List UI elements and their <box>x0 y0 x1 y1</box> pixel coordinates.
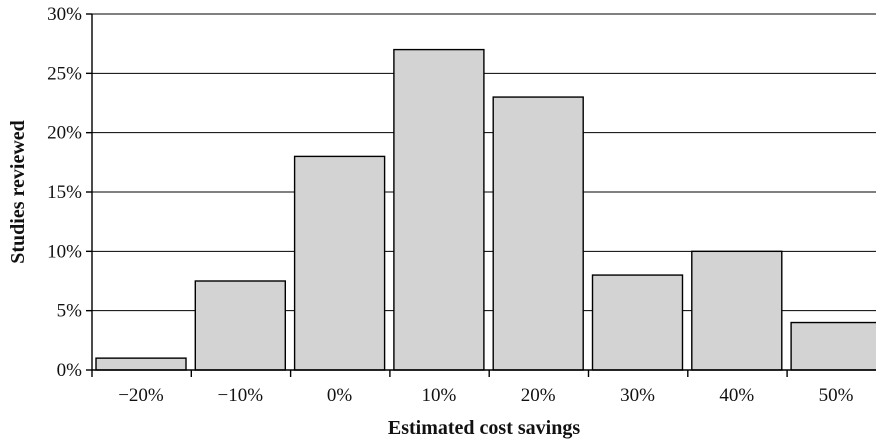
y-tick-label: 30% <box>47 4 82 25</box>
x-axis-title: Estimated cost savings <box>388 417 580 439</box>
bar <box>790 321 876 371</box>
bar <box>393 48 485 371</box>
bar <box>95 357 187 371</box>
y-tick-label: 5% <box>57 301 83 322</box>
x-tick-label: 40% <box>719 385 754 406</box>
x-tick-labels: −20% −10% 0% 10% 20% 30% 40% 50% <box>91 370 854 406</box>
bar <box>293 155 386 371</box>
bar <box>591 274 684 371</box>
x-tick-label: −20% <box>118 385 164 406</box>
y-axis-title: Studies reviewed <box>7 120 29 264</box>
x-tick-label: 50% <box>819 385 854 406</box>
y-tick-label: 20% <box>47 123 82 144</box>
y-tick-labels: 0% 5% 10% 15% 20% 25% 30% <box>47 4 92 381</box>
x-tick-label: 0% <box>327 385 353 406</box>
bars <box>95 48 876 371</box>
x-tick-label: −10% <box>218 385 264 406</box>
y-tick-label: 10% <box>47 241 82 262</box>
x-tick-label: 20% <box>521 385 556 406</box>
y-tick-label: 25% <box>47 63 82 84</box>
bar <box>492 96 584 371</box>
y-tick-label: 15% <box>47 182 82 203</box>
x-tick-label: 30% <box>620 385 655 406</box>
y-tick-label: 0% <box>57 360 83 381</box>
bar <box>691 250 783 371</box>
x-tick-label: 10% <box>421 385 456 406</box>
bar <box>194 280 287 371</box>
